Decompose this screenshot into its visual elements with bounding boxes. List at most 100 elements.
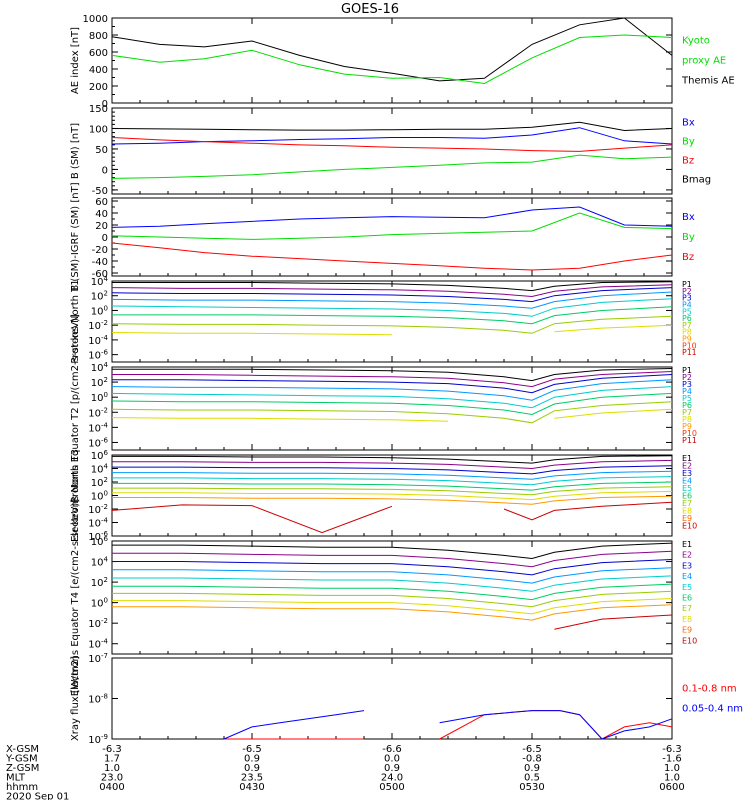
y-tick-label: 40 <box>95 209 108 220</box>
series-line-0-1-0-8-nm <box>439 710 673 740</box>
series-line-by <box>111 154 673 179</box>
series-line-e5 <box>112 575 673 592</box>
y-tick-label: 100 <box>91 597 108 610</box>
series-line-e8 <box>112 490 673 501</box>
series-line-by <box>111 212 673 240</box>
x-axis-row-label: X-GSM <box>6 744 39 755</box>
panel-2: -50 0 50 100 150 B (SM) [nT] Bx By Bz Bmag <box>70 104 711 197</box>
legend-entry: P11 <box>682 436 697 445</box>
y-tick-label: 104 <box>91 463 109 476</box>
legend-entry: E9 <box>682 514 692 523</box>
legend-entry: P1 <box>682 366 692 375</box>
legend-entry: E8 <box>682 507 692 516</box>
legend-entry: E5 <box>682 583 692 592</box>
series-line-p5 <box>111 298 673 317</box>
date-label: 2020 Sep 01 <box>6 792 69 800</box>
x-axis-row-label: Z-GSM <box>6 763 39 774</box>
series-line-bmag <box>111 121 673 132</box>
x-axis-value: 0.9 <box>384 763 400 774</box>
series-line-e9 <box>112 495 673 505</box>
series-line-p6 <box>112 306 673 325</box>
legend-entry: P5 <box>682 394 692 403</box>
series-line-kyoto-proxy-ae <box>111 34 673 85</box>
y-tick-label: 102 <box>91 376 108 389</box>
series-line-e7 <box>112 486 673 496</box>
series-line-p7 <box>111 401 673 424</box>
legend-entry: P7 <box>682 408 692 417</box>
series-line-e5 <box>112 476 673 486</box>
y-tick-label: 10-4 <box>88 638 108 651</box>
y-tick-label: 10-6 <box>88 530 108 543</box>
series-line-p4 <box>111 379 673 401</box>
y-tick-label: 50 <box>95 145 108 156</box>
legend-entry: E1 <box>682 454 692 463</box>
y-tick-label: 1000 <box>83 14 108 25</box>
panel-frame <box>111 657 673 740</box>
legend-entry: E7 <box>682 499 692 508</box>
y-axis-label: Electrons Equator T4 [e/(cm2-s-sr-keV)] <box>70 499 81 696</box>
x-axis-value: 23.5 <box>241 773 263 784</box>
legend-entry: P11 <box>682 348 697 357</box>
legend-entry: 0.1-0.8 nm <box>682 684 737 695</box>
x-axis-value: 0.9 <box>244 754 260 765</box>
x-axis-row-label: MLT <box>6 773 26 784</box>
x-axis-value: -6.6 <box>382 744 402 755</box>
y-tick-label: 800 <box>89 31 108 42</box>
series-line-e9 <box>112 604 673 621</box>
legend-entry: E4 <box>682 572 692 581</box>
y-tick-label: 10-4 <box>88 334 108 347</box>
y-tick-label: 600 <box>89 48 108 59</box>
series-line-p6 <box>111 392 673 416</box>
legend-entry: Bx <box>682 118 695 129</box>
legend-entry: P4 <box>682 387 692 396</box>
panel-frame <box>111 366 673 451</box>
legend-entry: By <box>682 137 695 148</box>
y-tick-label: 200 <box>89 82 108 93</box>
y-tick-label: 10-2 <box>88 503 108 516</box>
legend-entry: E3 <box>682 469 692 478</box>
series-line-e4 <box>112 470 673 480</box>
x-axis-value: 0400 <box>99 782 124 793</box>
x-axis-value: 0.9 <box>524 763 540 774</box>
y-tick-label: 0 <box>102 165 108 176</box>
x-axis-value: -0.8 <box>522 754 542 765</box>
legend-entry: Themis AE <box>681 76 735 87</box>
x-axis-table: X-GSM -6.3 -6.5 -6.6 -6.5 -6.3Y-GSM 1.7 0.9 0.0-… <box>5 744 685 800</box>
y-tick-label: 10-4 <box>88 517 108 530</box>
y-tick-label: 10-2 <box>88 406 108 419</box>
series-line-e4 <box>112 567 673 584</box>
y-tick-label: 104 <box>91 275 109 288</box>
y-tick-label: 100 <box>91 391 108 404</box>
series-line-p1 <box>112 368 673 382</box>
legend-entry: proxy AE <box>682 56 726 67</box>
legend-entry: P6 <box>682 401 692 410</box>
legend-entry: P7 <box>682 321 692 330</box>
legend-entry: E8 <box>682 615 692 624</box>
legend-entry: E5 <box>682 484 692 493</box>
series-line-p8 <box>111 332 393 336</box>
y-tick-label: 60 <box>95 197 108 208</box>
legend-entry: P3 <box>682 380 692 389</box>
y-tick-label: 10-7 <box>88 652 108 665</box>
x-axis-value: 0530 <box>519 782 544 793</box>
y-tick-label: 102 <box>91 290 108 303</box>
series-line-p8 <box>111 417 449 422</box>
y-tick-label: 0 <box>102 233 108 244</box>
series-line-p8 <box>554 324 673 333</box>
series-line-e6 <box>112 583 673 601</box>
series-line-e8 <box>112 598 673 615</box>
y-tick-label: 10-9 <box>88 733 108 746</box>
y-tick-label: -40 <box>92 257 108 268</box>
y-axis-label: Protons Equator T2 [p/(cm2-s-sr-keV)] <box>70 314 81 503</box>
x-axis-value: 0430 <box>239 782 264 793</box>
legend-entry: P9 <box>682 422 692 431</box>
series-line-0-05-0-4-nm <box>439 710 673 740</box>
x-axis-value: 0600 <box>659 782 684 793</box>
x-axis-value: 0500 <box>379 782 404 793</box>
legend-entry: Bz <box>682 156 694 167</box>
